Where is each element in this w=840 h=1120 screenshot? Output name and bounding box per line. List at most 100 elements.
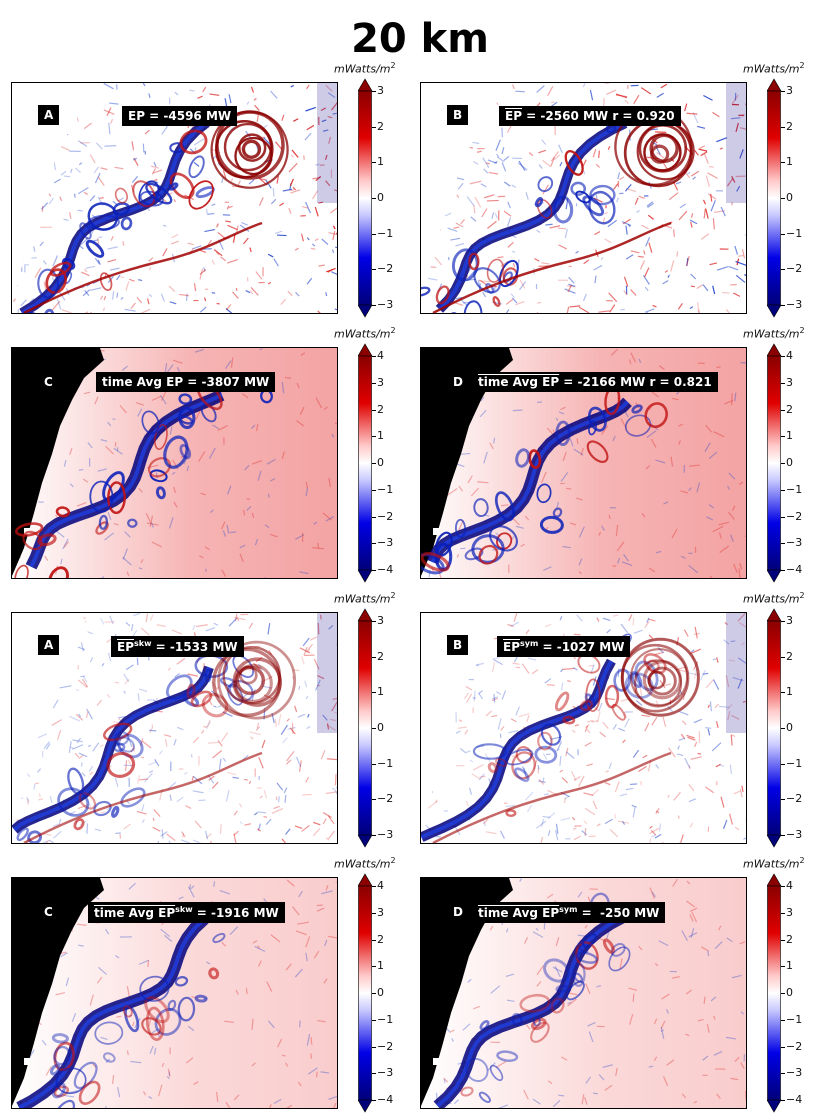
eddy: [52, 1099, 76, 1108]
flux-speck: [290, 154, 294, 158]
flux-speck: [491, 697, 499, 702]
flux-speck: [245, 987, 248, 995]
flux-speck: [680, 555, 686, 559]
flux-speck: [704, 442, 711, 452]
colorbar-tick-label: 0: [377, 986, 384, 999]
colorbar-tick-mark: [372, 198, 376, 199]
flux-speck: [327, 815, 335, 825]
colorbar-unit-text: mWatts/m: [743, 857, 800, 871]
flux-speck: [558, 1094, 565, 1097]
flux-speck: [137, 408, 143, 417]
flux-speck: [686, 112, 698, 115]
flux-speck: [554, 965, 561, 977]
flux-speck: [731, 734, 736, 738]
flux-speck: [525, 1024, 531, 1030]
flux-speck: [259, 795, 263, 799]
flux-speck: [205, 833, 212, 839]
colorbar-tick-mark: [781, 91, 785, 92]
flux-speck: [601, 425, 609, 435]
flux-speck: [248, 622, 254, 629]
flux-speck: [215, 1091, 219, 1102]
flux-speck: [325, 791, 337, 795]
colorbar-max-arrow: [358, 873, 373, 887]
eddy: [478, 1091, 491, 1103]
eddy-ring: [210, 110, 289, 189]
flux-speck: [200, 729, 205, 734]
flux-speck: [702, 1055, 709, 1061]
flux-speck: [467, 475, 473, 484]
flux-speck: [211, 203, 216, 207]
flux-speck: [670, 260, 675, 272]
flux-speck: [213, 881, 216, 887]
eddy: [465, 1057, 489, 1083]
flux-speck: [258, 756, 264, 769]
flux-speck: [733, 790, 741, 795]
flux-speck: [500, 504, 509, 507]
flux-speck: [285, 759, 292, 765]
label-superscript: skw: [175, 905, 193, 914]
flux-speck: [495, 139, 501, 151]
flux-speck: [730, 117, 741, 120]
flux-speck: [723, 639, 730, 645]
flux-speck: [135, 402, 144, 406]
flux-speck: [325, 515, 335, 522]
flux-speck: [495, 691, 502, 695]
flux-speck: [673, 229, 675, 237]
colorbar-gradient: [358, 620, 372, 836]
colorbar-min-arrow: [767, 1099, 782, 1113]
flux-speck: [95, 142, 103, 150]
edge-noise: [317, 613, 337, 733]
flux-speck: [273, 1098, 282, 1105]
flux-speck: [123, 690, 126, 694]
label-rest: = -250 MW: [577, 906, 660, 920]
eddy: [564, 150, 584, 176]
flux-speck: [566, 487, 572, 490]
flux-speck: [602, 721, 609, 729]
flux-speck: [497, 718, 502, 730]
flux-speck: [126, 571, 130, 577]
flux-speck: [466, 693, 473, 703]
colorbar-tick-mark: [372, 269, 376, 271]
colorbar-unit-power: 2: [390, 61, 396, 70]
colorbar-tick-mark: [372, 436, 376, 438]
flux-speck: [149, 727, 153, 734]
flux-speck: [74, 752, 80, 758]
flux-speck: [688, 784, 695, 792]
eddy: [55, 506, 71, 518]
flux-speck: [307, 648, 311, 654]
flux-speck: [666, 1009, 669, 1014]
eddy: [111, 805, 120, 818]
flux-speck: [257, 470, 262, 481]
flux-speck: [664, 683, 671, 687]
flux-speck: [737, 678, 743, 689]
heatmap-field: [12, 83, 337, 313]
flux-speck: [116, 1015, 122, 1018]
flux-speck: [512, 262, 516, 268]
colorbar-gradient: [767, 620, 781, 836]
flux-speck: [140, 627, 150, 636]
panel-value-label: time Avg EP = -2166 MW r = 0.821: [472, 372, 718, 392]
colorbar-tick-label: 3: [786, 375, 793, 389]
flux-speck: [510, 293, 516, 299]
panel-letter: C: [38, 372, 59, 392]
flux-speck: [331, 787, 336, 791]
flux-speck: [650, 438, 657, 448]
flux-speck: [740, 1011, 745, 1015]
flux-speck: [246, 506, 252, 511]
flux-speck: [227, 771, 237, 776]
flux-speck: [584, 827, 587, 836]
flux-speck: [153, 178, 158, 182]
flux-speck: [110, 118, 114, 124]
flux-speck: [227, 224, 238, 231]
flux-speck: [492, 656, 500, 660]
flux-speck: [676, 251, 679, 257]
colorbar-tick-label: 2: [377, 932, 384, 946]
eddy: [139, 975, 170, 1002]
flux-speck: [604, 238, 612, 244]
flux-speck: [646, 201, 654, 207]
colorbar-unit-power: 2: [390, 326, 396, 335]
flux-speck: [489, 442, 494, 450]
flux-speck: [149, 614, 154, 622]
flux-speck: [89, 771, 94, 776]
flux-speck: [216, 223, 219, 228]
